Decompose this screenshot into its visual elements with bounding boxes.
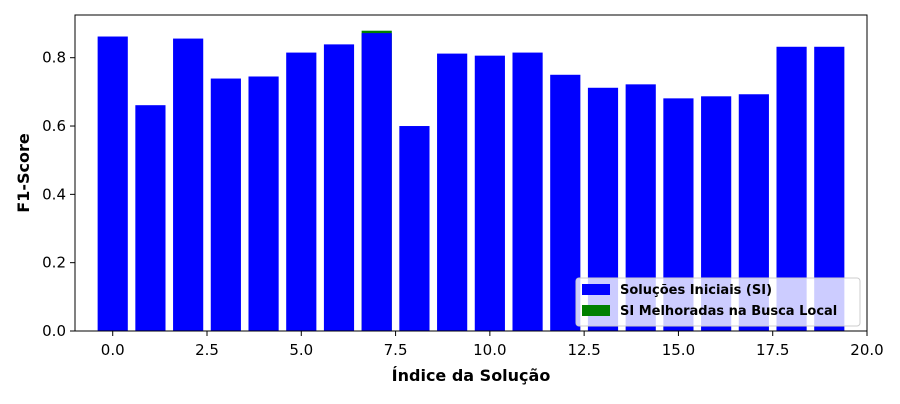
bar-initial-solution [474,55,505,332]
bar-initial-solution [210,78,241,331]
bars-layer [97,30,845,332]
legend: Soluções Iniciais (SI) SI Melhoradas na … [575,277,861,327]
legend-box [575,277,861,327]
x-tick-label: 15.0 [662,341,695,359]
plot-frame [74,14,868,332]
y-axis: 0.0 0.2 0.4 0.6 0.8 [42,49,75,340]
bar-initial-solution [323,44,355,331]
x-axis: 0.0 2.5 5.0 7.5 10.0 12.5 15.0 17.5 20.0 [101,331,884,359]
x-tick-label: 7.5 [384,341,408,359]
bar-initial-solution [135,105,166,331]
x-tick-label: 10.0 [473,341,506,359]
y-tick-label: 0.8 [42,49,66,67]
legend-swatch-initial-solutions [582,284,610,295]
y-tick-label: 0.6 [42,117,66,135]
bar-initial-solution [550,74,581,331]
y-tick-label: 0.2 [42,254,66,272]
x-tick-label: 20.0 [850,341,883,359]
x-tick-label: 5.0 [289,341,313,359]
y-axis-label: F1-Score [14,133,33,213]
bar-initial-solution [97,36,128,332]
legend-swatch-improved-solutions [582,305,610,316]
bar-initial-solution [399,126,430,331]
x-tick-label: 0.0 [101,341,125,359]
legend-label-initial-solutions: Soluções Iniciais (SI) [620,283,772,298]
x-tick-label: 17.5 [756,341,789,359]
y-tick-label: 0.4 [42,185,66,203]
bar-initial-solution [361,33,392,332]
x-tick-label: 12.5 [567,341,600,359]
legend-label-improved-solutions: SI Melhoradas na Busca Local [620,304,837,319]
x-axis-label: Índice da Solução [392,366,551,385]
bar-initial-solution [286,52,317,331]
bar-initial-solution [173,38,204,331]
bar-initial-solution [248,76,279,332]
y-tick-label: 0.0 [42,322,66,340]
bar-initial-solution [437,53,468,331]
x-tick-label: 2.5 [195,341,219,359]
bar-initial-solution [512,52,543,331]
